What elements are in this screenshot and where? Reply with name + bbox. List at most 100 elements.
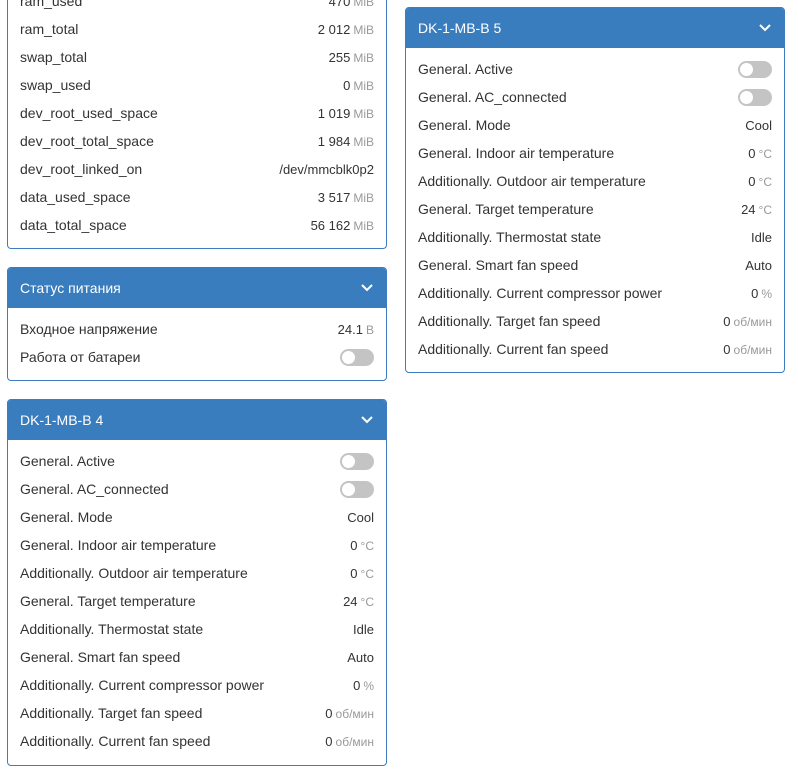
parameter-row: data_used_space 3 517 MiB <box>20 183 374 211</box>
parameter-value: 0 об/мин <box>325 706 374 721</box>
parameter-row: General. Smart fan speed Auto <box>418 251 772 279</box>
value-number: Auto <box>347 649 374 665</box>
chevron-down-icon[interactable] <box>360 281 374 295</box>
device-panel-header[interactable]: DK-1-MB-B 4 <box>8 400 386 440</box>
value-unit: MiB <box>353 50 374 65</box>
parameter-row: Additionally. Outdoor air temperature 0 °C <box>20 559 374 587</box>
parameter-label: Additionally. Current compressor power <box>418 285 663 301</box>
parameter-value: 3 517 MiB <box>318 190 374 205</box>
parameter-value: 24 °C <box>741 202 772 217</box>
chevron-down-icon[interactable] <box>360 413 374 427</box>
parameter-label: Входное напряжение <box>20 321 158 337</box>
parameter-row: ram_total 2 012 MiB <box>20 15 374 43</box>
parameter-label: General. Mode <box>418 117 511 133</box>
parameter-row: data_total_space 56 162 MiB <box>20 211 374 239</box>
value-unit: °C <box>758 174 772 189</box>
toggle-switch[interactable] <box>340 452 374 470</box>
value-number: Idle <box>353 621 374 637</box>
parameter-label: dev_root_total_space <box>20 133 154 149</box>
parameter-label: ram_total <box>20 21 79 37</box>
parameter-row: General. AC_connected <box>20 475 374 503</box>
parameter-label: Additionally. Thermostat state <box>418 229 602 245</box>
device-panel-dk4: DK-1-MB-B 4 General. Active General. AC_c… <box>7 399 387 766</box>
value-unit: °C <box>360 594 374 609</box>
value-unit: В <box>365 322 374 337</box>
parameter-value: 0 об/мин <box>325 734 374 749</box>
parameter-row: Additionally. Thermostat state Idle <box>418 223 772 251</box>
parameter-row: Additionally. Target fan speed 0 об/мин <box>20 699 374 727</box>
parameter-row: Additionally. Outdoor air temperature 0 °C <box>418 167 772 195</box>
parameter-value: 24.1 В <box>338 322 374 337</box>
parameter-value: 0 °C <box>748 174 772 189</box>
value-number: 0 <box>325 733 333 749</box>
parameter-value: 0 °C <box>350 566 374 581</box>
value-number: 24.1 <box>337 321 363 337</box>
parameter-row: General. Indoor air temperature 0 °C <box>418 139 772 167</box>
parameter-label: General. Active <box>418 61 513 77</box>
parameter-label: General. Indoor air temperature <box>20 537 217 553</box>
value-unit: MiB <box>353 22 374 37</box>
device-panel-header[interactable]: DK-1-MB-B 5 <box>406 8 784 48</box>
parameter-row: Входное напряжение 24.1 В <box>20 315 374 343</box>
parameter-label: General. AC_connected <box>418 89 567 105</box>
parameter-label: General. Indoor air temperature <box>418 145 615 161</box>
value-number: 1 984 <box>317 133 351 149</box>
parameter-value: 0 об/мин <box>723 314 772 329</box>
value-number: 0 <box>723 313 731 329</box>
parameter-value: 2 012 MiB <box>318 22 374 37</box>
value-number: 0 <box>350 565 358 581</box>
panel-title: DK-1-MB-B 5 <box>418 20 502 36</box>
toggle-knob <box>740 90 753 104</box>
value-number: 0 <box>723 341 731 357</box>
device-panel-dk5: DK-1-MB-B 5 General. Active General. AC_c… <box>405 7 785 373</box>
parameter-row: Additionally. Current fan speed 0 об/мин <box>418 335 772 363</box>
value-number: Cool <box>745 117 772 133</box>
device-panel-body: General. Active General. AC_connected Gene… <box>8 440 386 755</box>
value-number: 255 <box>328 49 351 65</box>
parameter-row: dev_root_used_space 1 019 MiB <box>20 99 374 127</box>
value-unit: об/мин <box>733 342 772 357</box>
value-unit: об/мин <box>335 706 374 721</box>
chevron-down-icon[interactable] <box>758 21 772 35</box>
parameter-value: 0% <box>353 678 374 693</box>
parameter-row: swap_used 0 MiB <box>20 71 374 99</box>
parameter-label: Additionally. Thermostat state <box>20 621 204 637</box>
parameter-row: Работа от батареи <box>20 343 374 371</box>
parameter-label: Additionally. Current compressor power <box>20 677 265 693</box>
parameter-row: General. Active <box>418 55 772 83</box>
panel-title: DK-1-MB-B 4 <box>20 412 104 428</box>
value-unit: °C <box>758 146 772 161</box>
power-status-header[interactable]: Статус питания <box>8 268 386 308</box>
parameter-value: 0 °C <box>350 538 374 553</box>
value-number: 0 <box>343 77 351 93</box>
power-status-panel: Статус питания Входное напряжение 24.1 В Ра… <box>7 267 387 381</box>
parameter-row: Additionally. Thermostat state Idle <box>20 615 374 643</box>
toggle-switch[interactable] <box>738 88 772 106</box>
parameter-label: Additionally. Outdoor air temperature <box>418 173 646 189</box>
parameter-label: Additionally. Target fan speed <box>20 705 203 721</box>
parameter-value: Cool <box>347 510 374 525</box>
toggle-switch[interactable] <box>738 60 772 78</box>
parameter-label: General. Mode <box>20 509 113 525</box>
parameter-row: dev_root_total_space 1 984 MiB <box>20 127 374 155</box>
value-number: 24 <box>343 593 358 609</box>
toggle-knob <box>342 350 355 364</box>
toggle-knob <box>342 482 355 496</box>
toggle-switch[interactable] <box>340 348 374 366</box>
parameter-row: Additionally. Current compressor power 0% <box>20 671 374 699</box>
value-number: 56 162 <box>310 217 351 233</box>
parameter-row: General. Smart fan speed Auto <box>20 643 374 671</box>
parameter-label: General. Target temperature <box>418 201 594 217</box>
value-number: 2 012 <box>317 21 351 37</box>
toggle-switch[interactable] <box>340 480 374 498</box>
value-number: 470 <box>328 0 351 9</box>
value-unit: MiB <box>353 78 374 93</box>
device-panel-body: General. Active General. AC_connected Gene… <box>406 48 784 363</box>
value-unit: MiB <box>353 0 374 9</box>
parameter-value: Idle <box>751 230 772 245</box>
parameter-value: 0 об/мин <box>723 342 772 357</box>
parameter-row: ram_used 470 MiB <box>20 0 374 15</box>
parameter-row: General. Mode Cool <box>418 111 772 139</box>
value-unit: об/мин <box>733 314 772 329</box>
value-unit: MiB <box>353 190 374 205</box>
